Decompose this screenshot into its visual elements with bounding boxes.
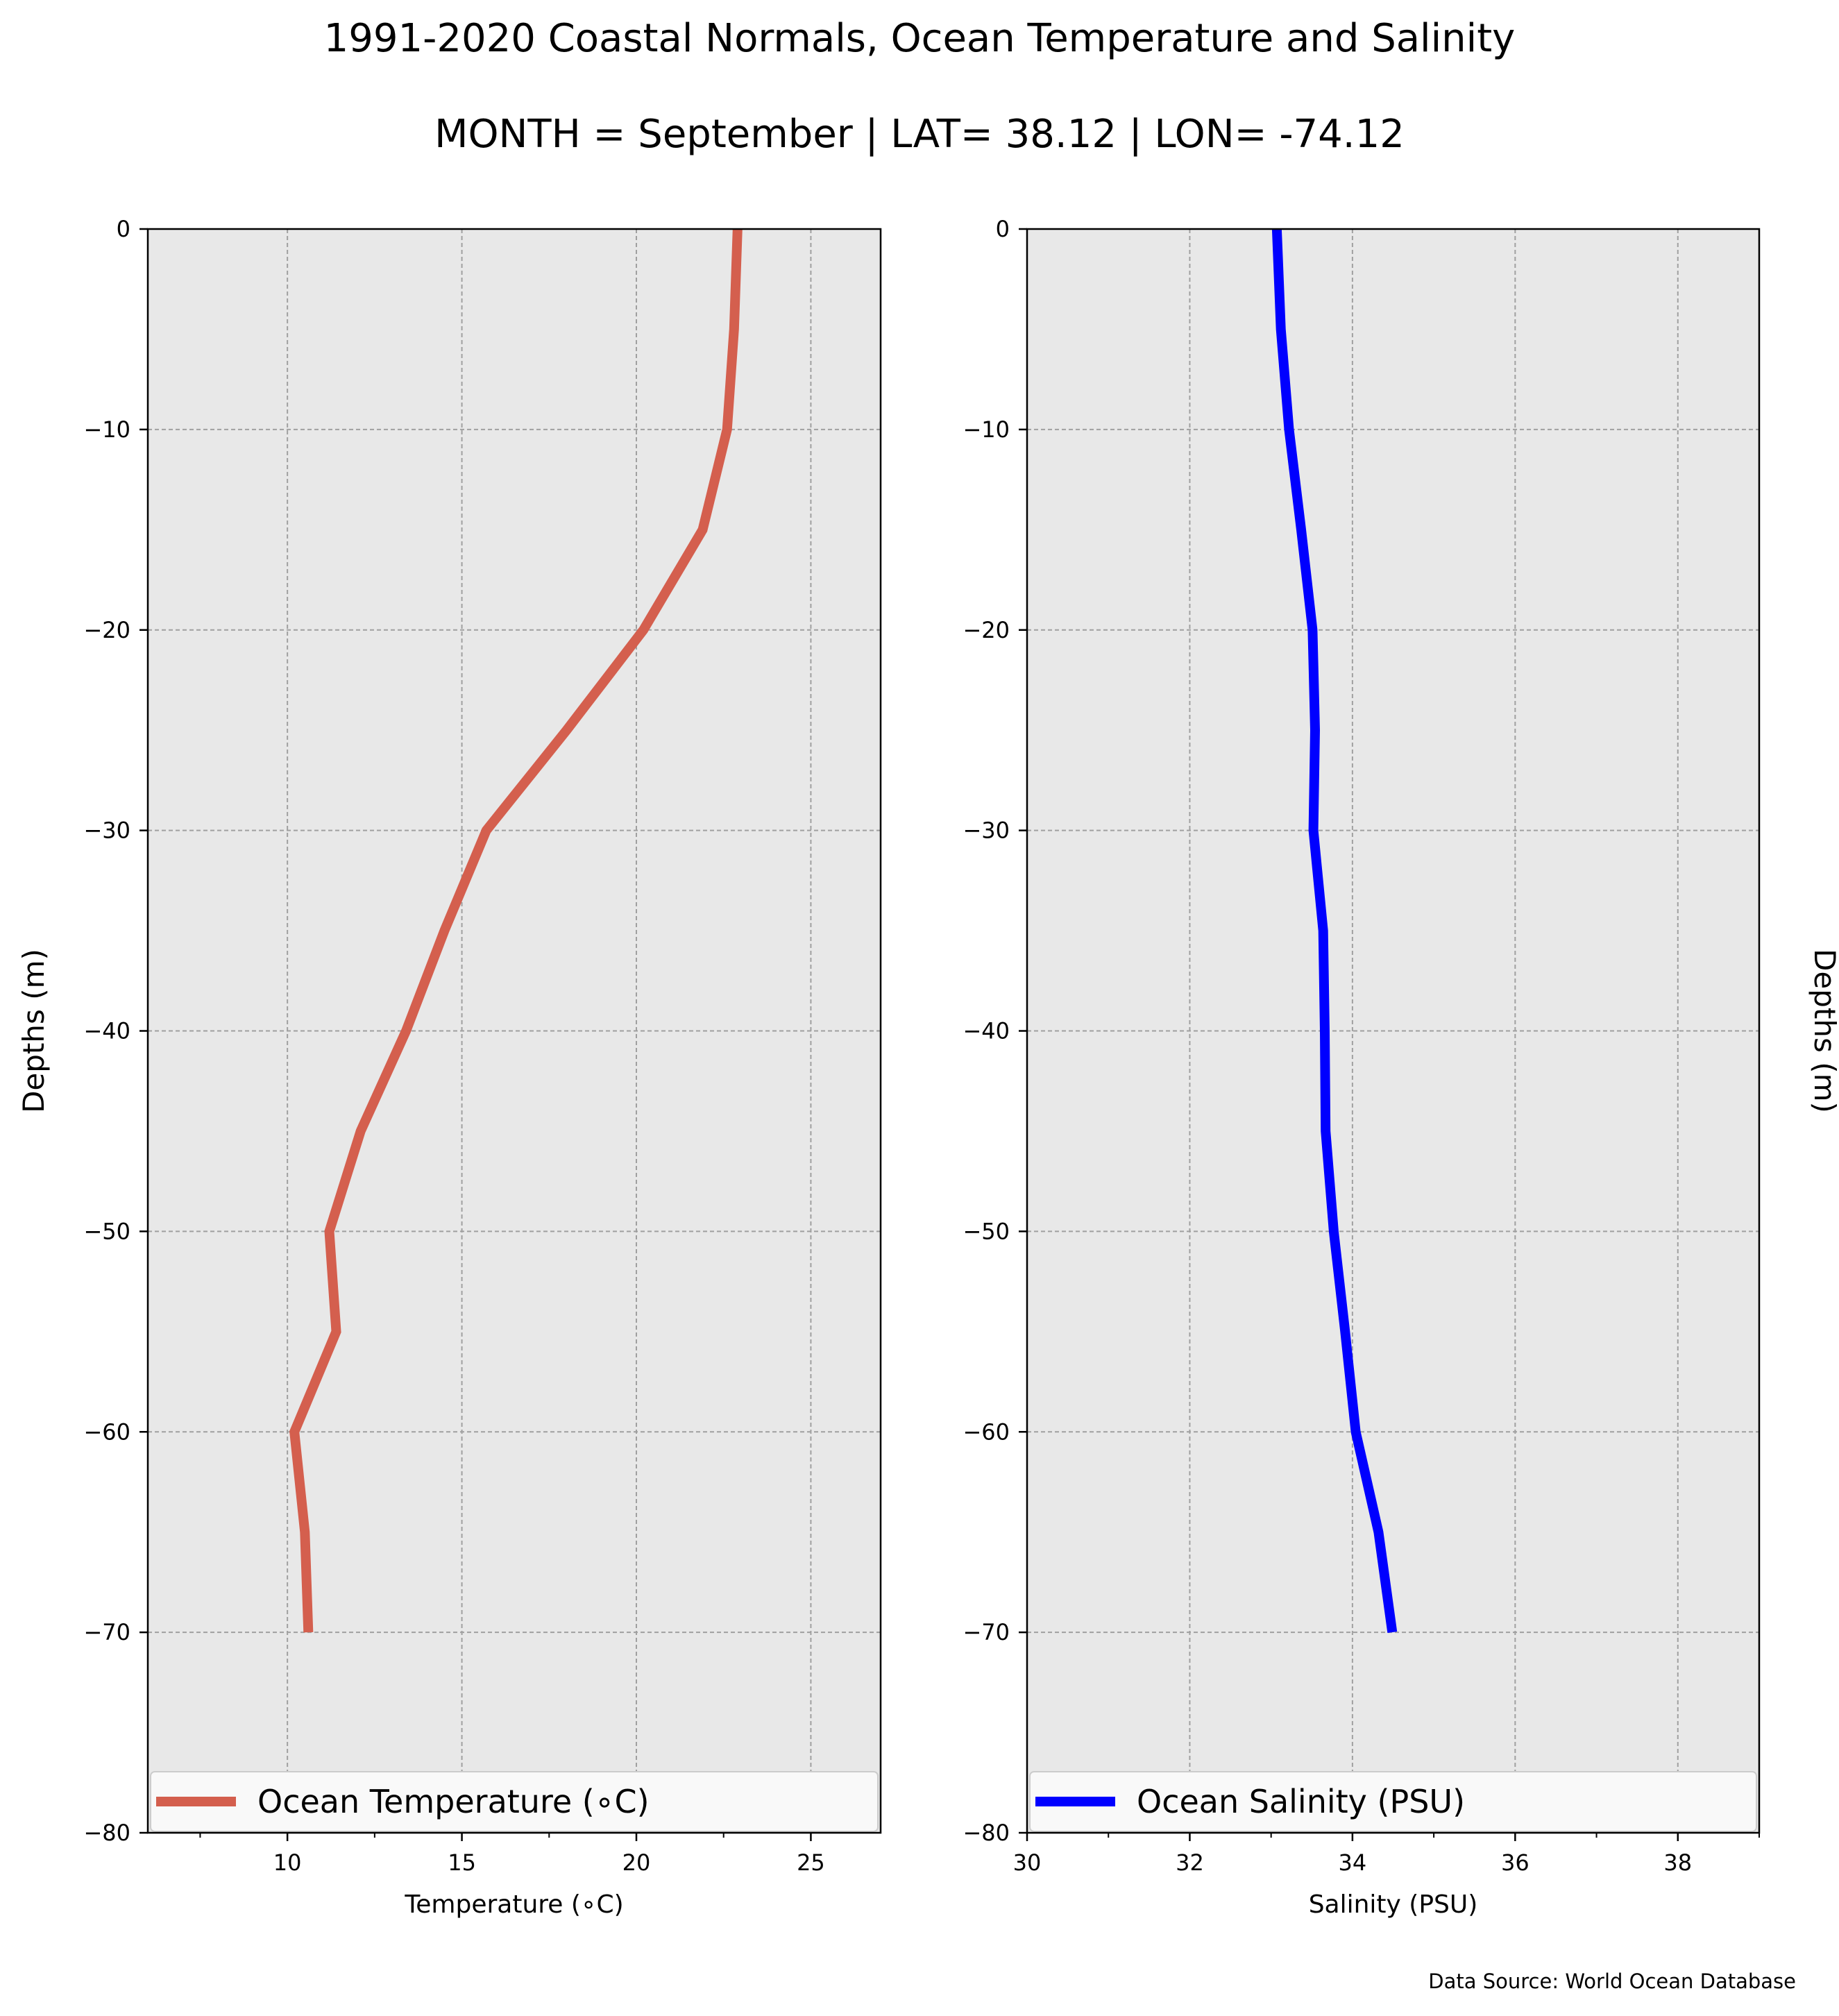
x-tick-label: 32	[1176, 1849, 1204, 1876]
y-tick-label: −20	[83, 617, 130, 643]
y-tick-label: −70	[963, 1619, 1010, 1645]
y-tick-label: −40	[83, 1018, 130, 1044]
y-tick-label: −40	[963, 1018, 1010, 1044]
y-tick-label: −50	[83, 1218, 130, 1244]
x-tick-label: 36	[1501, 1849, 1529, 1876]
y-axis-label: Depths (m)	[1808, 949, 1839, 1113]
data-source-note: Data Source: World Ocean Database	[1428, 1970, 1796, 1993]
y-tick-label: −30	[963, 818, 1010, 844]
y-tick-label: −10	[83, 416, 130, 443]
x-tick-label: 34	[1339, 1849, 1367, 1876]
x-tick-label: 15	[448, 1849, 476, 1876]
x-axis-label: Temperature (∘C)	[404, 1890, 623, 1919]
plot-area	[148, 229, 881, 1833]
y-tick-label: −30	[83, 818, 130, 844]
legend: Ocean Temperature (∘C)	[150, 1771, 879, 1832]
chart-panel-1: Ocean Temperature (∘C) 10 15 20 25 0 −10 −20 −30…	[17, 216, 882, 1919]
x-tick-label: 38	[1663, 1849, 1692, 1876]
chart-title-line1: 1991-2020 Coastal Normals, Ocean Tempera…	[324, 16, 1516, 61]
y-tick-label: 0	[117, 216, 130, 242]
y-tick-label: −10	[963, 416, 1010, 443]
legend-box	[150, 1771, 879, 1832]
y-tick-label: −80	[83, 1820, 130, 1846]
y-tick-label: −60	[83, 1418, 130, 1445]
x-tick-label: 10	[273, 1849, 302, 1876]
y-tick-label: −60	[963, 1418, 1010, 1445]
chart-panel-2: Ocean Salinity (PSU) 30 32 34 36 38 0 −10 −20 −30…	[963, 216, 1839, 1919]
series-line-1	[289, 228, 743, 1633]
y-tick-label: −50	[963, 1218, 1010, 1244]
x-tick-label: 30	[1013, 1849, 1042, 1876]
plot-area	[1027, 229, 1759, 1833]
y-tick-label: −80	[963, 1820, 1010, 1846]
y-axis-label: Depths (m)	[17, 949, 51, 1113]
y-tick-label: 0	[996, 216, 1010, 242]
legend-label-1: Ocean Salinity (PSU)	[1137, 1783, 1465, 1820]
x-tick-label: 20	[622, 1849, 651, 1876]
x-tick-label: 25	[797, 1849, 825, 1876]
y-tick-label: −20	[963, 617, 1010, 643]
series-line-1	[1271, 228, 1398, 1634]
chart-panels: Ocean Temperature (∘C) 10 15 20 25 0 −10 −20 −30…	[17, 216, 1839, 1919]
y-tick-label: −70	[83, 1619, 130, 1645]
legend-label-1: Ocean Temperature (∘C)	[257, 1783, 650, 1820]
legend-box	[1029, 1771, 1757, 1832]
chart-title-line2: MONTH = September | LAT= 38.12 | LON= -7…	[434, 112, 1405, 157]
x-axis-label: Salinity (PSU)	[1309, 1890, 1478, 1919]
legend: Ocean Salinity (PSU)	[1029, 1771, 1757, 1832]
